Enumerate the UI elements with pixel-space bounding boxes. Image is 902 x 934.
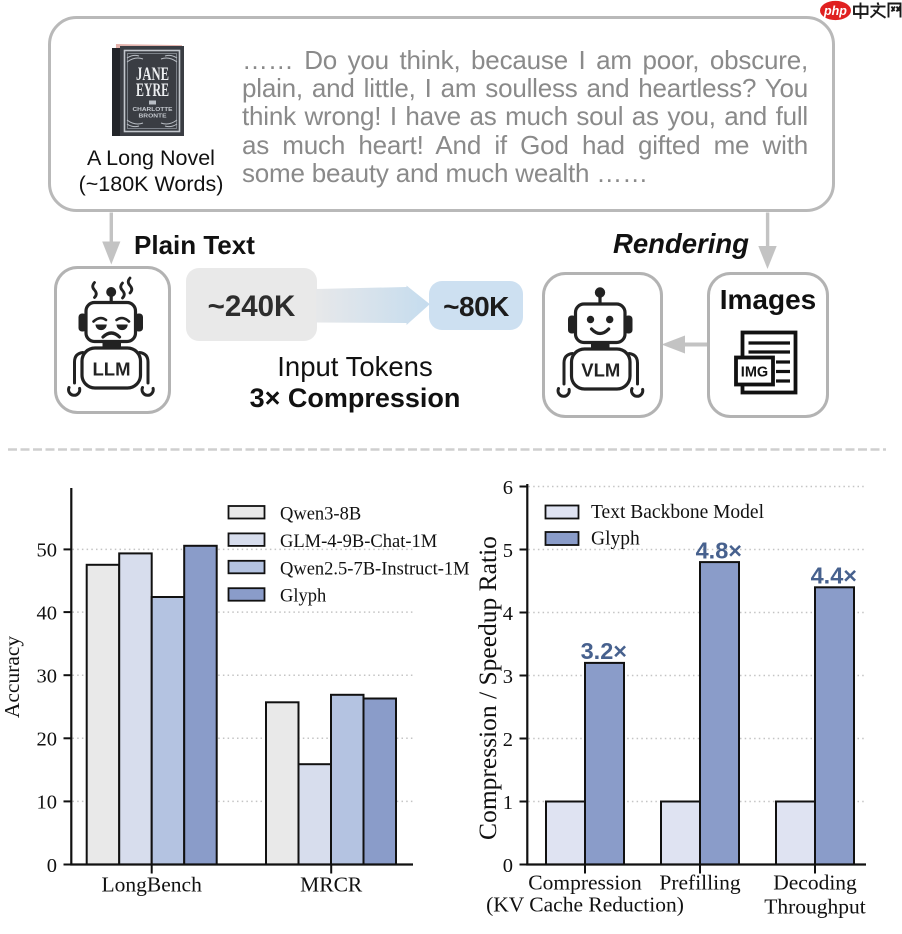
- svg-text:Accuracy: Accuracy: [0, 636, 24, 719]
- svg-text:Qwen3-8B: Qwen3-8B: [280, 505, 361, 525]
- svg-text:Compression: Compression: [528, 871, 642, 895]
- svg-text:3: 3: [503, 666, 513, 688]
- svg-text:Glyph: Glyph: [591, 529, 640, 550]
- svg-text:4: 4: [503, 603, 513, 625]
- svg-text:0: 0: [47, 855, 57, 877]
- svg-text:php: php: [823, 4, 847, 18]
- svg-text:4.4×: 4.4×: [811, 563, 857, 589]
- svg-text:MRCR: MRCR: [300, 873, 363, 897]
- svg-text:Compression / Speedup Ratio: Compression / Speedup Ratio: [473, 536, 502, 840]
- svg-text:JANE: JANE: [136, 64, 169, 85]
- svg-text:50: 50: [37, 540, 58, 562]
- svg-text:5: 5: [503, 540, 513, 562]
- svg-text:Text Backbone Model: Text Backbone Model: [591, 502, 765, 523]
- svg-text:(KV Cache Reduction): (KV Cache Reduction): [486, 893, 684, 917]
- svg-text:EYRE: EYRE: [136, 80, 169, 101]
- svg-text:BRONTE: BRONTE: [139, 114, 167, 120]
- svg-text:10: 10: [37, 792, 58, 814]
- svg-text:Qwen2.5-7B-Instruct-1M: Qwen2.5-7B-Instruct-1M: [280, 559, 470, 579]
- svg-text:LongBench: LongBench: [102, 873, 203, 897]
- svg-text:40: 40: [37, 602, 58, 624]
- svg-text:Glyph: Glyph: [280, 587, 326, 607]
- svg-text:0: 0: [503, 855, 513, 877]
- svg-text:Prefilling: Prefilling: [659, 871, 740, 895]
- svg-text:2: 2: [503, 729, 513, 751]
- svg-text:1: 1: [503, 792, 513, 814]
- svg-text:3.2×: 3.2×: [581, 638, 627, 664]
- svg-text:4.8×: 4.8×: [696, 538, 742, 564]
- svg-text:Throughput: Throughput: [764, 895, 866, 919]
- svg-text:6: 6: [503, 477, 513, 499]
- svg-text:IMG: IMG: [741, 365, 768, 381]
- svg-text:VLM: VLM: [581, 360, 620, 381]
- svg-text:CHARLOTTE: CHARLOTTE: [133, 107, 173, 113]
- svg-text:30: 30: [37, 666, 58, 688]
- svg-text:20: 20: [37, 729, 58, 751]
- svg-text:GLM-4-9B-Chat-1M: GLM-4-9B-Chat-1M: [280, 532, 437, 552]
- svg-text:Images: Images: [720, 284, 817, 315]
- svg-text:Decoding: Decoding: [773, 871, 857, 895]
- svg-text:LLM: LLM: [92, 359, 130, 380]
